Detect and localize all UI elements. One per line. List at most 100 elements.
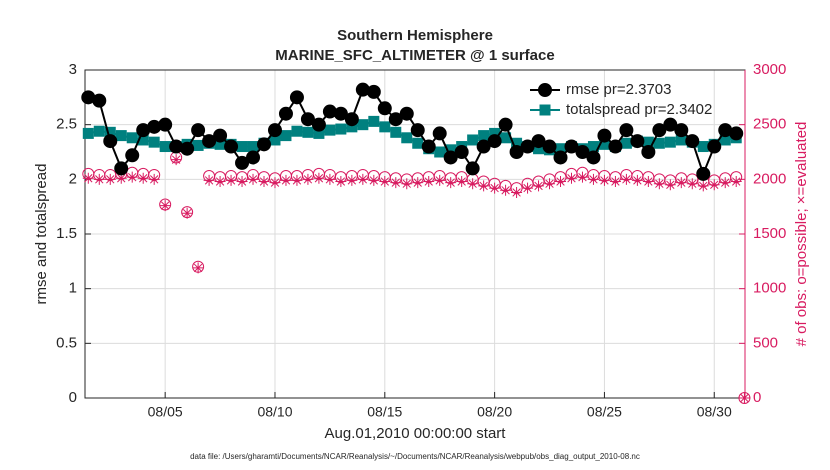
data-point <box>368 174 380 186</box>
data-point <box>82 172 94 184</box>
data-point <box>346 121 358 133</box>
data-point <box>181 206 194 219</box>
data-point <box>620 173 632 185</box>
data-point <box>114 161 129 176</box>
data-point <box>104 173 116 185</box>
data-point <box>663 117 678 132</box>
data-point <box>520 139 535 154</box>
data-point <box>465 161 480 176</box>
data-point <box>410 123 425 138</box>
data-point <box>542 139 557 154</box>
data-point <box>313 127 325 139</box>
data-point <box>159 198 172 211</box>
y-tick-label: 1 <box>69 280 77 297</box>
data-point <box>598 174 610 186</box>
data-point <box>719 177 731 189</box>
data-point <box>697 180 709 192</box>
data-point <box>412 137 424 149</box>
x-tick-label: 08/15 <box>367 404 402 420</box>
data-point <box>181 207 193 219</box>
data-point <box>335 123 347 135</box>
data-point <box>126 171 138 183</box>
data-point <box>388 112 403 127</box>
data-point <box>511 137 523 149</box>
y2-tick-label: 2500 <box>753 116 786 133</box>
data-point <box>280 174 292 186</box>
data-point <box>487 134 502 149</box>
x-tick-label: 08/05 <box>148 404 183 420</box>
data-point <box>620 137 632 149</box>
y-tick-label: 0.5 <box>56 334 77 351</box>
data-point <box>467 178 479 190</box>
data-point <box>664 136 676 148</box>
chart-title: Southern Hemisphere <box>337 27 493 44</box>
data-point <box>280 130 292 142</box>
data-point <box>333 106 348 121</box>
data-point <box>203 174 215 186</box>
y-tick-label: 0 <box>69 389 77 406</box>
data-point <box>115 172 127 184</box>
data-point <box>443 150 458 165</box>
x-tick-label: 08/10 <box>257 404 292 420</box>
y2-tick-label: 0 <box>753 389 761 406</box>
data-point <box>500 132 512 144</box>
data-point <box>498 117 513 132</box>
data-point <box>421 139 436 154</box>
data-point <box>664 179 676 191</box>
data-point <box>630 134 645 149</box>
data-point <box>125 148 140 163</box>
data-point <box>247 173 259 185</box>
data-point <box>236 141 248 153</box>
data-point <box>697 141 709 153</box>
data-point <box>258 176 270 188</box>
data-point <box>575 145 590 159</box>
data-point <box>137 134 149 146</box>
data-point <box>104 126 116 138</box>
data-point <box>412 177 424 189</box>
data-point <box>180 141 195 156</box>
data-point <box>738 392 751 404</box>
y2-tick-label: 3000 <box>753 61 786 78</box>
data-point <box>192 139 204 151</box>
data-point <box>93 125 105 137</box>
data-point <box>390 177 402 189</box>
data-point <box>324 173 336 185</box>
data-point <box>652 123 667 138</box>
y2-tick-label: 1000 <box>753 280 786 297</box>
data-point <box>311 117 326 132</box>
data-point <box>531 134 546 149</box>
data-point <box>685 134 700 149</box>
data-point <box>324 124 336 136</box>
data-point <box>92 93 107 108</box>
data-point <box>478 130 490 142</box>
data-point <box>509 145 524 159</box>
data-point <box>729 126 744 141</box>
data-point <box>674 123 689 138</box>
data-point <box>511 186 523 198</box>
data-point <box>289 90 304 105</box>
y-tick-label: 1.5 <box>56 225 77 242</box>
data-point <box>246 150 261 165</box>
legend-label: totalspread pr=2.3402 <box>566 101 712 118</box>
data-point <box>642 176 654 188</box>
data-point <box>313 172 325 184</box>
data-point <box>401 132 413 144</box>
data-point <box>554 171 567 184</box>
data-point <box>619 123 634 138</box>
data-point <box>213 128 228 143</box>
data-point <box>533 143 545 155</box>
data-point <box>399 106 414 121</box>
data-point <box>170 154 182 166</box>
data-point <box>544 178 556 190</box>
data-point <box>454 145 469 159</box>
data-point <box>675 177 687 189</box>
data-point <box>302 173 314 185</box>
data-point <box>366 84 381 99</box>
data-point <box>368 115 380 127</box>
data-point <box>159 141 171 153</box>
legend-label: rmse pr=2.3703 <box>566 81 671 98</box>
data-point <box>653 178 665 190</box>
data-point <box>642 136 654 148</box>
y2-tick-label: 2000 <box>753 170 786 187</box>
data-point <box>401 178 413 190</box>
